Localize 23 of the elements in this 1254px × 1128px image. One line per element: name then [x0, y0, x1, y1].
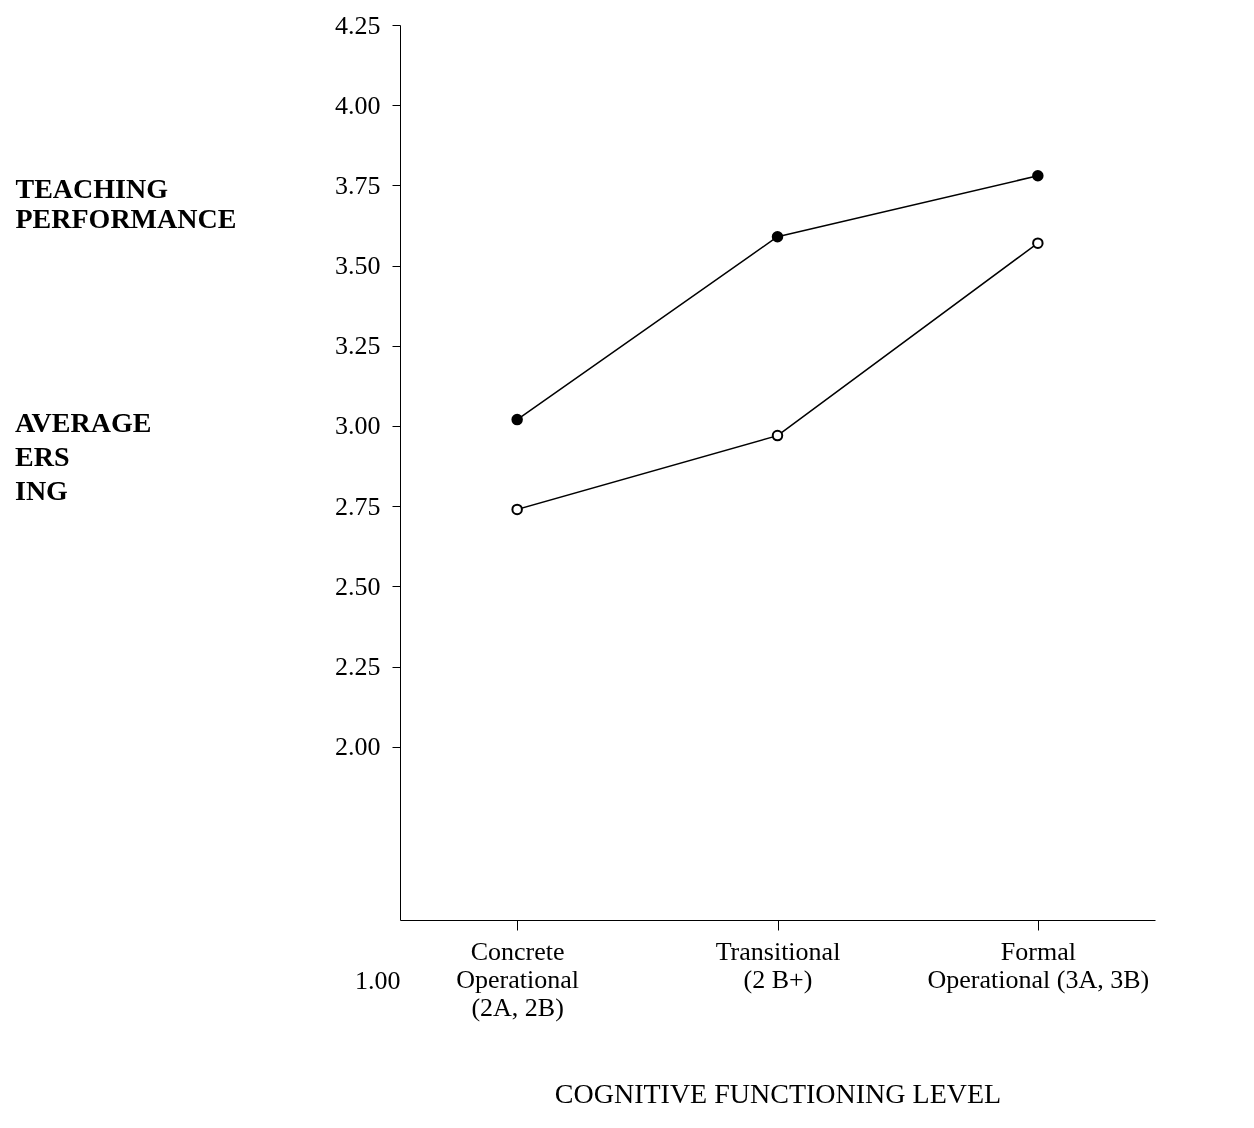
x-tick-label: Concrete Operational (2A, 2B) [456, 936, 580, 1022]
y-tick-label: 2.25 [335, 652, 381, 682]
point [1032, 170, 1044, 182]
y-tick-label: 4.00 [335, 90, 381, 120]
y-tick-label: 4.25 [335, 10, 381, 40]
x-axis-title: COGNITIVE FUNCTIONING LEVEL [554, 1077, 1002, 1109]
point [771, 230, 784, 243]
point [771, 429, 784, 442]
y-tick-label: 2.75 [335, 491, 381, 521]
text: 1.00 [355, 966, 401, 995]
y-tick-label: 3.25 [335, 331, 381, 361]
point [1032, 237, 1044, 249]
x-tick-label: Formal Operational (3A, 3B) [927, 936, 1150, 994]
y-tick-label: 2.00 [335, 732, 381, 762]
y-tick-label: 3.00 [335, 411, 381, 441]
point [511, 503, 523, 516]
y-axis-title: TEACHING PERFORMANCE [15, 172, 237, 234]
y-tick-label: 3.75 [335, 170, 381, 200]
y-tick-label: 2.50 [335, 571, 381, 601]
point [511, 413, 523, 426]
text: AVERAGE ERS ING [15, 407, 152, 506]
y-tick-label: 3.50 [335, 251, 381, 281]
x-tick-label: Transitional (2 B+) [715, 936, 841, 994]
